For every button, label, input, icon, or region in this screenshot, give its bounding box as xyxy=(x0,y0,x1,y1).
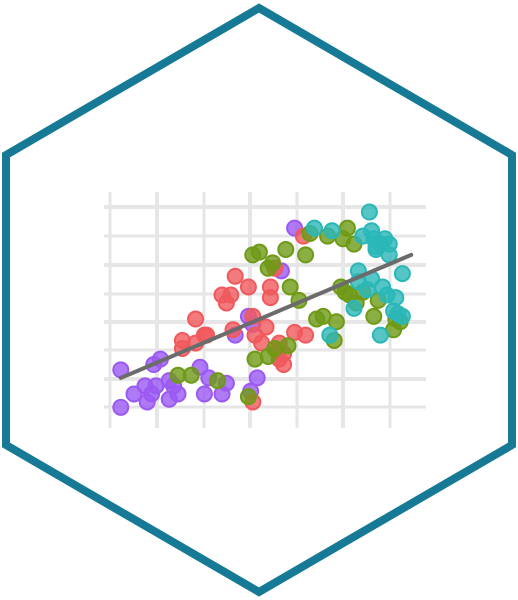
data-point-series-3 xyxy=(338,219,356,237)
data-point-series-1 xyxy=(169,385,187,403)
hexagon-border xyxy=(2,3,516,597)
data-point-series-4 xyxy=(393,307,411,325)
data-point-series-2 xyxy=(226,267,244,285)
data-point-series-3 xyxy=(209,372,227,390)
data-point-series-2 xyxy=(257,318,275,336)
data-point-series-4 xyxy=(360,203,378,221)
data-point-series-4 xyxy=(323,222,341,240)
data-point-series-1 xyxy=(112,398,130,416)
data-point-series-3 xyxy=(264,254,282,272)
hexagon-background xyxy=(6,8,512,592)
data-point-series-4 xyxy=(305,219,323,237)
data-point-series-3 xyxy=(365,307,383,325)
data-point-series-1 xyxy=(248,369,266,387)
data-point-series-2 xyxy=(261,289,279,307)
scatter-points xyxy=(112,203,411,416)
data-point-series-2 xyxy=(222,286,240,304)
trend-line xyxy=(118,252,414,380)
data-point-series-4 xyxy=(393,265,411,283)
data-point-series-3 xyxy=(250,243,268,261)
data-point-series-4 xyxy=(371,326,389,344)
data-point-series-2 xyxy=(187,310,205,328)
data-point-series-3 xyxy=(182,366,200,384)
data-point-series-3 xyxy=(277,241,295,258)
data-point-series-4 xyxy=(387,289,405,307)
data-point-series-3 xyxy=(327,313,345,331)
data-point-series-3 xyxy=(281,278,299,296)
data-point-series-2 xyxy=(297,326,315,344)
data-point-series-4 xyxy=(321,326,339,344)
data-point-series-3 xyxy=(279,337,297,355)
data-point-series-2 xyxy=(173,331,191,349)
data-point-series-1 xyxy=(195,385,213,403)
data-point-series-2 xyxy=(239,278,257,296)
trend-line-group xyxy=(118,252,414,380)
data-point-series-4 xyxy=(367,241,385,258)
data-point-series-3 xyxy=(239,388,257,406)
data-point-series-4 xyxy=(345,299,363,317)
data-point-series-3 xyxy=(297,246,315,264)
